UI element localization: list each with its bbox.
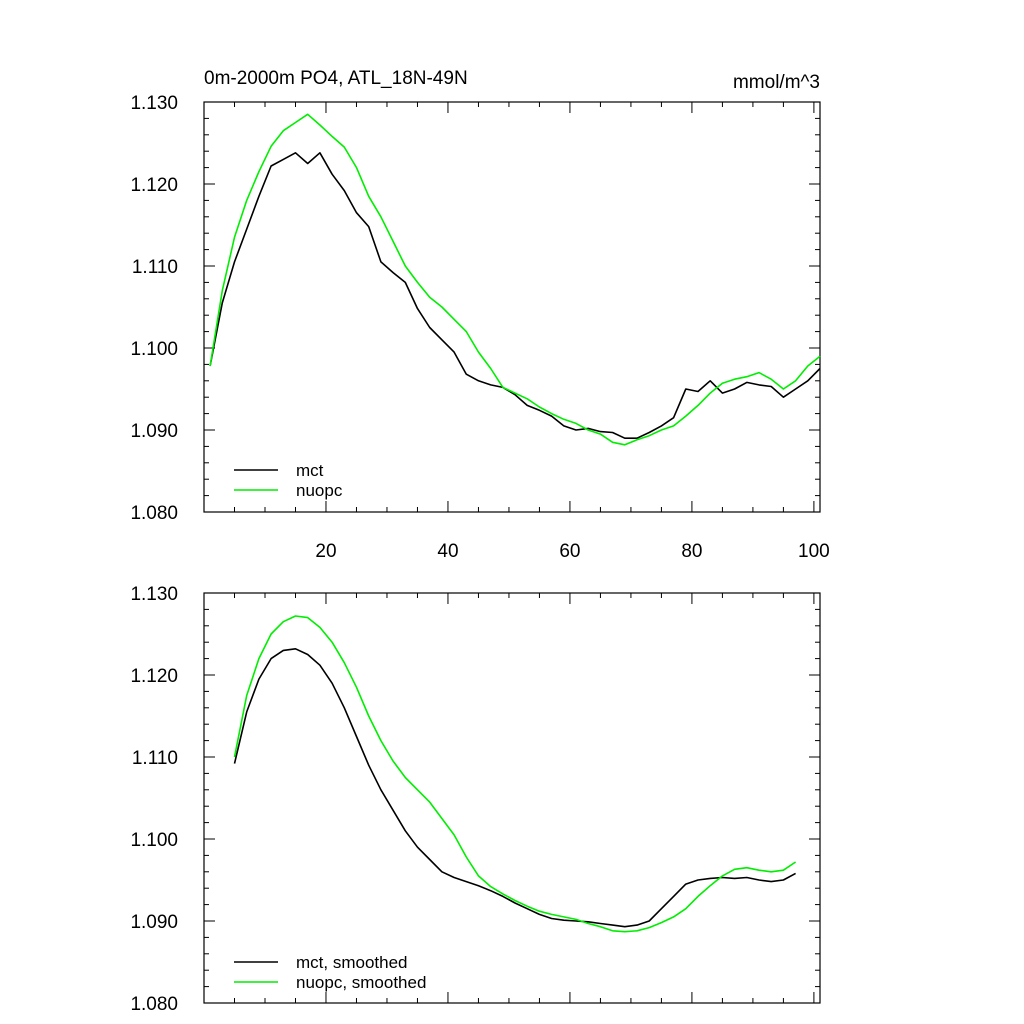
y-tick-label: 1.090 (130, 912, 178, 933)
x-tick-label: 80 (681, 541, 702, 562)
y-tick-label: 1.100 (130, 830, 178, 851)
y-tick-label: 1.120 (130, 175, 178, 196)
plot-frame (203, 592, 821, 1004)
y-tick-label: 1.130 (130, 584, 178, 605)
x-tick-label: 40 (437, 541, 458, 562)
y-tick-label: 1.110 (132, 748, 178, 769)
y-tick-label: 1.120 (130, 666, 178, 687)
series-line-nuopc (209, 113, 821, 446)
y-tick-label: 1.130 (130, 93, 178, 114)
legend-label: mct (296, 461, 324, 480)
y-tick-label: 1.110 (132, 257, 178, 278)
units-label: mmol/m^3 (733, 72, 820, 93)
top-panel: 20 40 60 80 100 1.080 1.090 1.100 1.110 1.120 1.13… (130, 68, 829, 562)
series-line-mct-smoothed (233, 647, 796, 928)
x-tick-label: 100 (798, 541, 830, 562)
series-line-nuopc-smoothed (233, 615, 797, 933)
y-tick-label: 1.080 (130, 994, 178, 1015)
y-tick-label: 1.090 (130, 421, 178, 442)
x-tick-label: 20 (315, 541, 336, 562)
chart-title: 0m-2000m PO4, ATL_18N-49N (204, 68, 468, 89)
legend-label: nuopc (296, 481, 343, 500)
y-tick-label: 1.080 (130, 503, 178, 524)
legend-label: mct, smoothed (296, 953, 408, 972)
y-tick-label: 1.100 (130, 339, 178, 360)
x-tick-label: 60 (559, 541, 580, 562)
bottom-panel: 1.080 1.090 1.100 1.110 1.120 1.130 mct, smoot… (130, 584, 821, 1015)
legend-label: nuopc, smoothed (296, 973, 426, 992)
series-line-mct (209, 152, 821, 440)
plot-frame (203, 101, 821, 513)
